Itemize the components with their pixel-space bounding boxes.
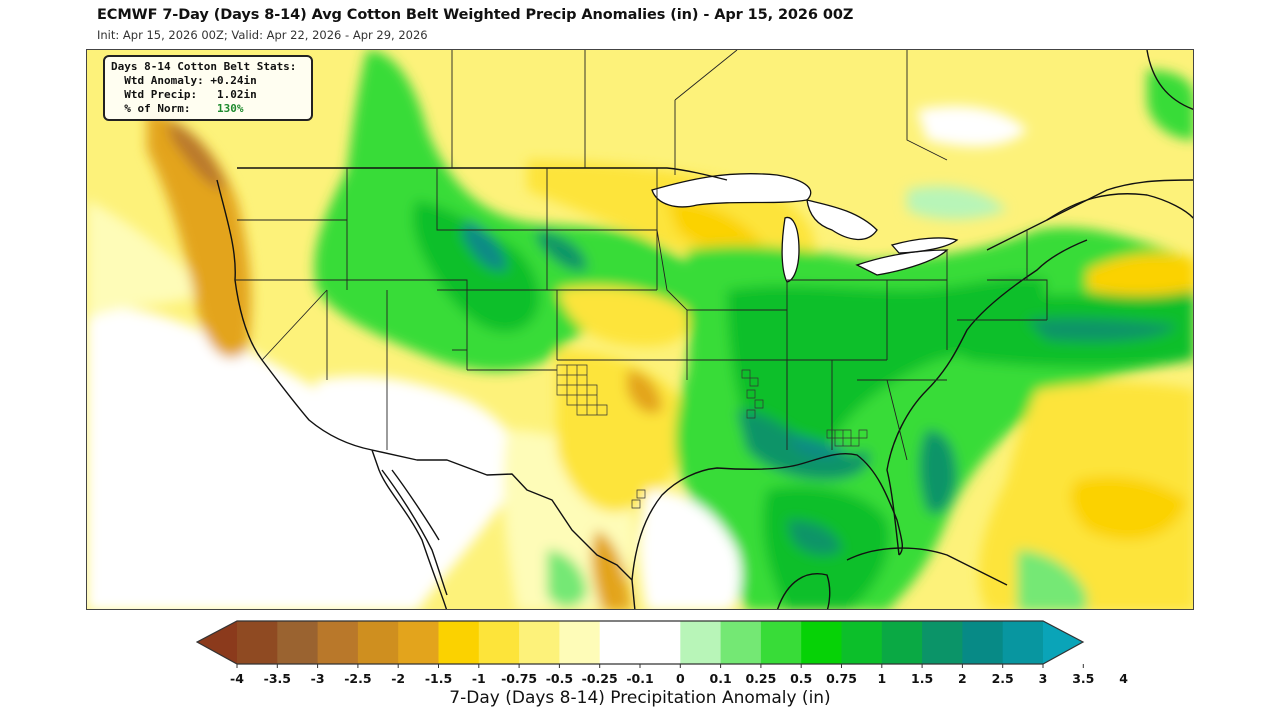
stats-label: Wtd Precip:: [111, 88, 217, 101]
colorbar-tick-label: 1.5: [911, 671, 934, 686]
colorbar-bin: [801, 621, 843, 664]
stats-label: Wtd Anomaly:: [111, 74, 211, 87]
colorbar-tick-label: 0.5: [790, 671, 813, 686]
colorbar-tick-label: 0.1: [709, 671, 732, 686]
colorbar-bin: [680, 621, 722, 664]
colorbar-tick-label: 4: [1119, 671, 1128, 686]
colorbar-bin: [881, 621, 923, 664]
colorbar-tick-label: 0.25: [745, 671, 777, 686]
colorbar-bin: [398, 621, 440, 664]
anomaly-field: [87, 50, 1193, 609]
colorbar-tick-label: -4: [230, 671, 244, 686]
colorbar-bin: [640, 621, 681, 664]
cotton-belt-stats-box: Days 8-14 Cotton Belt Stats: Wtd Anomaly…: [103, 55, 313, 121]
colorbar-bin: [478, 621, 520, 664]
colorbar-bin: [438, 621, 480, 664]
colorbar-tick-label: 2.5: [991, 671, 1014, 686]
colorbar-tick-label: -2.5: [344, 671, 372, 686]
colorbar-tick-label: 3: [1038, 671, 1048, 686]
anomaly-map: [86, 49, 1194, 610]
chart-title: ECMWF 7-Day (Days 8-14) Avg Cotton Belt …: [97, 7, 854, 23]
colorbar-bin: [559, 621, 601, 664]
colorbar-tick-label: -3: [310, 671, 325, 686]
stats-heading: Days 8-14 Cotton Belt Stats:: [111, 60, 297, 73]
colorbar-tick-label: -1.5: [424, 671, 453, 686]
colorbar-tick-label: 0: [675, 671, 685, 686]
colorbar-bin: [962, 621, 1004, 664]
colorbar-bin: [519, 621, 560, 664]
stats-value-percent-normal: 130%: [216, 102, 244, 115]
stats-row-anomaly: Wtd Anomaly: +0.24in: [111, 74, 305, 88]
colorbar-label: 7-Day (Days 8-14) Precipitation Anomaly …: [449, 688, 831, 708]
colorbar-bin: [841, 621, 883, 664]
colorbar-bin: [317, 621, 359, 664]
colorbar-bin: [357, 621, 399, 664]
colorbar-tick-label: 2: [958, 671, 967, 686]
colorbar-bin: [720, 621, 762, 664]
colorbar-tick-label: -0.5: [545, 671, 574, 686]
colorbar: [196, 620, 1085, 668]
colorbar-tick-label: -0.75: [501, 671, 538, 686]
colorbar-bin: [237, 621, 278, 664]
stats-value: 1.02in: [216, 88, 257, 101]
stats-row-precip: Wtd Precip: 1.02in: [111, 88, 305, 102]
colorbar-bin: [1002, 621, 1044, 664]
colorbar-tick-label: -0.1: [626, 671, 654, 686]
colorbar-tick-label: 0.75: [826, 671, 857, 686]
colorbar-bin: [760, 621, 802, 664]
colorbar-tick-label: 3.5: [1072, 671, 1095, 686]
colorbar-bin: [922, 621, 963, 664]
colorbar-tick-label: 1: [877, 671, 887, 686]
stats-value: +0.24in: [210, 74, 257, 87]
colorbar-tick-label: -1: [471, 671, 486, 686]
colorbar-ticks: [236, 664, 1084, 668]
colorbar-tick-label: -0.25: [581, 671, 618, 686]
colorbar-bin: [599, 621, 641, 664]
colorbar-tick-label: -3.5: [263, 671, 291, 686]
colorbar-bin: [277, 621, 319, 664]
stats-label: % of Norm:: [111, 102, 217, 115]
stats-row-norm: % of Norm: 130%: [111, 102, 305, 116]
chart-subtitle: Init: Apr 15, 2026 00Z; Valid: Apr 22, 2…: [97, 28, 428, 42]
colorbar-extend-high: [1043, 621, 1083, 664]
colorbar-extend-low: [197, 621, 237, 664]
colorbar-tick-label: -2: [391, 671, 406, 686]
colorbar-bins: [197, 621, 1083, 664]
